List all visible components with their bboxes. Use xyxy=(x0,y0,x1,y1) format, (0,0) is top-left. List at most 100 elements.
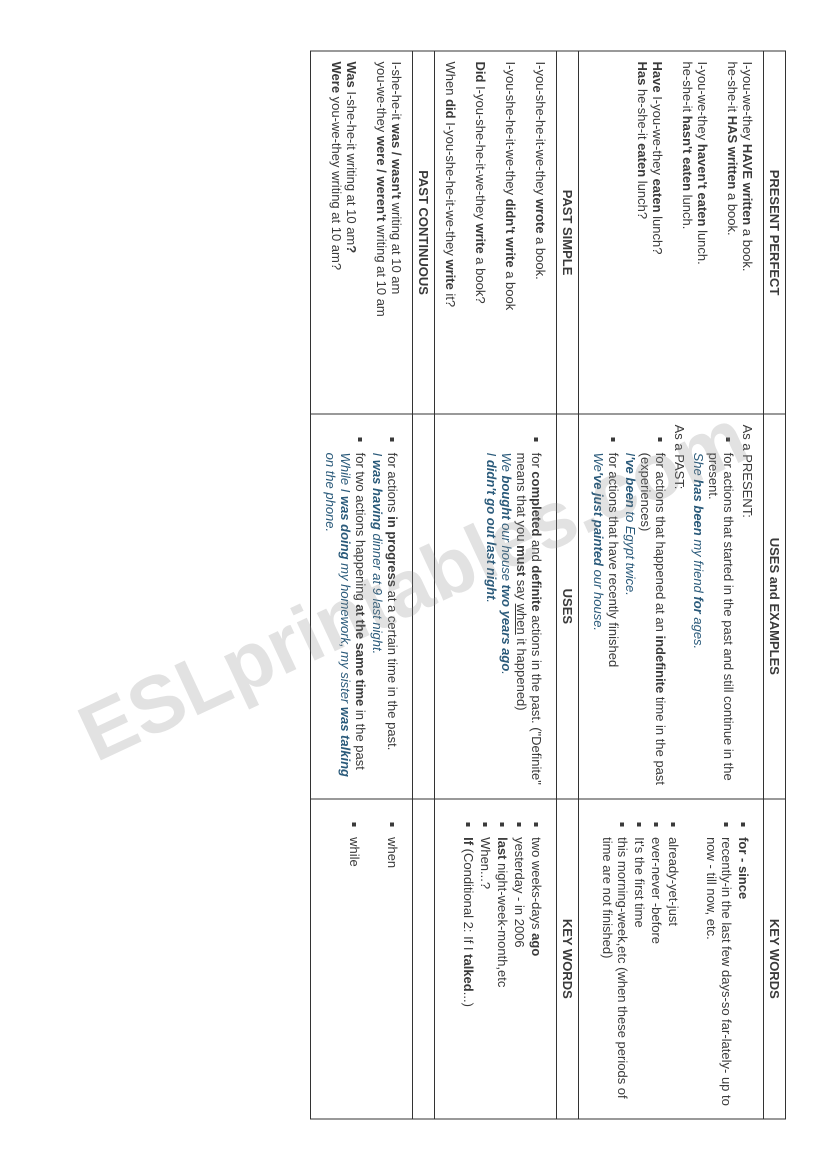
text: . xyxy=(484,599,499,603)
text: say xyxy=(514,576,529,603)
header-uses-examples: USES and EXAMPLES xyxy=(764,414,786,798)
text: ...) xyxy=(461,991,476,1006)
text: a book? xyxy=(473,253,488,303)
text: eaten xyxy=(650,178,665,212)
present-perfect-uses: As a PRESENT: for actions that started i… xyxy=(579,414,764,798)
text: ? xyxy=(344,245,359,253)
text: We xyxy=(591,452,606,471)
text: was doing xyxy=(338,495,353,559)
text: my friend xyxy=(691,535,706,596)
text: write xyxy=(443,259,458,289)
text: he-she-it xyxy=(680,61,695,115)
text: As a PRESENT: xyxy=(740,424,755,787)
grammar-table: PRESENT PERFECT USES and EXAMPLES KEY WO… xyxy=(310,50,786,1119)
text: Was xyxy=(344,61,359,87)
text: at a certain time in the past. xyxy=(385,587,400,750)
list-item: when xyxy=(385,837,400,1108)
text: I-you-we-they xyxy=(740,61,755,143)
list-item: If (Conditional 2: If I talked...) xyxy=(461,837,476,1108)
text: bought xyxy=(499,475,514,519)
text: I-you-we-they xyxy=(695,61,710,143)
list-item: for actions that happened at an indefini… xyxy=(623,452,668,787)
past-simple-keywords: two weeks-days ago yesterday - in 2006 l… xyxy=(435,798,557,1118)
text: lunch. xyxy=(680,191,695,229)
list-item: already-yet-just xyxy=(666,837,681,1108)
text: writing at 10 am xyxy=(374,221,389,316)
list-item: yesterday - in 2006 xyxy=(512,837,527,1108)
text: for xyxy=(529,452,544,471)
list-item: for actions that have recently finished … xyxy=(591,452,621,787)
past-continuous-header-row: PAST CONTINUOUS xyxy=(413,51,435,1119)
past-simple-header-row: PAST SIMPLE USES KEY WORDS xyxy=(557,51,579,1119)
past-continuous-forms: I-she-he-it was / wasn't writing at 10 a… xyxy=(311,51,413,414)
text: you-we-they xyxy=(374,61,389,135)
text: he-she-it xyxy=(725,61,740,115)
text: and xyxy=(529,536,544,565)
text: definite xyxy=(529,565,544,611)
list-item: for two actions happening at the same ti… xyxy=(323,452,368,787)
list-item: ever-never -before xyxy=(649,837,664,1108)
text: ago xyxy=(529,933,544,956)
text: a book. xyxy=(725,189,740,235)
text: lunch? xyxy=(650,212,665,254)
text: writing at 10 am xyxy=(389,198,404,293)
text: haven't eaten xyxy=(695,143,710,226)
text: in progress xyxy=(385,516,400,587)
text: If xyxy=(461,837,476,845)
text: indefinite xyxy=(653,635,668,693)
past-simple-forms: I-you-she-he-it-we-they wrote a book. I-… xyxy=(435,51,557,414)
text: I-you-she-he-it-we-they xyxy=(503,61,518,198)
header-uses: USES xyxy=(557,414,579,798)
header-empty xyxy=(413,414,435,798)
header-present-perfect: PRESENT PERFECT xyxy=(764,51,786,414)
page-container: PRESENT PERFECT USES and EXAMPLES KEY WO… xyxy=(0,0,826,1169)
header-key-words: KEY WORDS xyxy=(764,798,786,1118)
text: I xyxy=(484,452,499,459)
text: lunch. xyxy=(695,226,710,264)
text: to Egypt twice. xyxy=(623,507,638,595)
text: a book xyxy=(503,267,518,310)
text: HAS written xyxy=(725,115,740,189)
text: at the same time xyxy=(353,604,368,706)
text: two years ago xyxy=(499,584,514,671)
text: I xyxy=(623,452,638,456)
text: lunch? xyxy=(635,177,650,219)
text: were / weren't xyxy=(374,135,389,220)
text: when xyxy=(514,603,529,634)
text: completed xyxy=(529,471,544,536)
text: Have xyxy=(650,61,665,92)
text: a book. xyxy=(533,233,548,279)
text: talked xyxy=(461,954,476,992)
present-perfect-keywords: for - since recently-in the last few day… xyxy=(579,798,764,1118)
text: last xyxy=(495,837,510,859)
text: 've just painted xyxy=(591,471,606,565)
list-item: for actions in progress at a certain tim… xyxy=(370,452,400,787)
text: my homework, my sister xyxy=(338,559,353,706)
list-item: recently-in the last few days-so far-lat… xyxy=(704,837,734,1108)
text: ages. xyxy=(691,613,706,648)
text: HAVE written xyxy=(740,143,755,224)
text: a book. xyxy=(740,225,755,271)
list-item: for actions that started in the past and… xyxy=(691,452,736,787)
text: . xyxy=(499,671,514,675)
text: Were xyxy=(329,61,344,93)
text: he-she-it xyxy=(635,85,650,143)
text: I xyxy=(370,452,385,459)
header-row: PRESENT PERFECT USES and EXAMPLES KEY WO… xyxy=(764,51,786,1119)
past-continuous-uses: for actions in progress at a certain tim… xyxy=(311,414,413,798)
list-item: while xyxy=(347,837,362,1108)
present-perfect-forms: I-you-we-they HAVE written a book. he-sh… xyxy=(579,51,764,414)
text: our house xyxy=(499,519,514,584)
list-item: two weeks-days ago xyxy=(529,837,544,1108)
text: was talking xyxy=(338,706,353,776)
text: dinner at 9 last night. xyxy=(370,529,385,653)
text: She xyxy=(691,452,706,479)
text: for actions that have recently finished xyxy=(606,452,621,667)
text: you-we-they writing at 10 am? xyxy=(329,93,344,270)
text: has been xyxy=(691,479,706,535)
list-item: When...? xyxy=(478,837,493,1108)
text: eaten xyxy=(635,143,650,177)
text: hasn't eaten xyxy=(680,115,695,190)
list-item: for - since xyxy=(736,837,751,1108)
text: didn't write xyxy=(503,198,518,267)
